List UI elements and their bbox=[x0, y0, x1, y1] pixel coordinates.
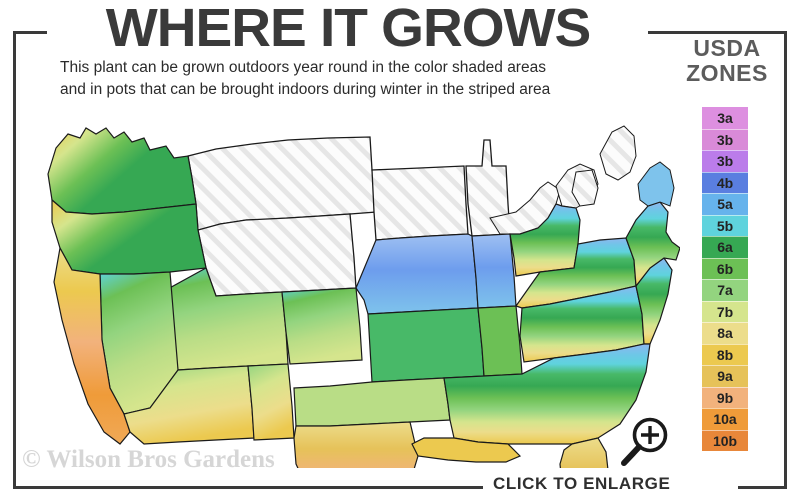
usda-zone-legend: 3a 3b 3b 4b 5a 5b 6a 6b 7a 7b 8a 8b 9a 9b 10a 10b bbox=[702, 107, 748, 451]
frame-border-top-right bbox=[648, 31, 787, 34]
legend-zone-9a-12: 9a bbox=[702, 365, 748, 387]
usda-hardiness-map[interactable] bbox=[20, 108, 680, 468]
legend-heading-line-1: USDA bbox=[693, 35, 761, 61]
legend-zone-7b-9: 7b bbox=[702, 300, 748, 322]
description-line-1: This plant can be grown outdoors year ro… bbox=[60, 59, 546, 76]
description-text: This plant can be grown outdoors year ro… bbox=[60, 57, 660, 101]
legend-zone-5b-5: 5b bbox=[702, 214, 748, 236]
legend-zone-7a-8: 7a bbox=[702, 279, 748, 301]
legend-zone-5a-4: 5a bbox=[702, 193, 748, 215]
legend-zone-3a: 3a bbox=[702, 107, 748, 129]
legend-zone-9b-13: 9b bbox=[702, 386, 748, 408]
legend-heading: USDA ZONES bbox=[668, 36, 786, 86]
watermark-credit: © Wilson Bros Gardens bbox=[22, 446, 275, 473]
magnifier-plus-icon[interactable] bbox=[617, 416, 671, 470]
legend-heading-line-2: ZONES bbox=[686, 60, 768, 86]
magnifier-plus-svg bbox=[621, 417, 668, 466]
legend-zone-3b-1: 3b bbox=[702, 128, 748, 150]
legend-zone-10b-15: 10b bbox=[702, 429, 748, 451]
legend-zone-8b-11: 8b bbox=[702, 343, 748, 365]
click-to-enlarge-label[interactable]: CLICK TO ENLARGE bbox=[493, 474, 671, 493]
map-central-region bbox=[281, 233, 523, 468]
page-title: WHERE IT GROWS bbox=[105, 0, 592, 58]
legend-zone-10a-14: 10a bbox=[702, 408, 748, 430]
map-east-region bbox=[411, 161, 680, 468]
map-west-region bbox=[47, 127, 295, 445]
legend-zone-8a-10: 8a bbox=[702, 322, 748, 344]
description-line-2: and in pots that can be brought indoors … bbox=[60, 81, 551, 98]
legend-zone-6a-6: 6a bbox=[702, 236, 748, 258]
frame-border-bottom-left bbox=[13, 486, 483, 489]
frame-border-left bbox=[13, 31, 16, 489]
frame-border-bottom-right bbox=[738, 486, 787, 489]
map-svg bbox=[47, 125, 680, 468]
legend-zone-4b-3: 4b bbox=[702, 171, 748, 193]
frame-border-right bbox=[784, 31, 787, 489]
legend-zone-6b-7: 6b bbox=[702, 257, 748, 279]
frame-border-top-left bbox=[13, 31, 47, 34]
legend-zone-3b-2: 3b bbox=[702, 150, 748, 172]
